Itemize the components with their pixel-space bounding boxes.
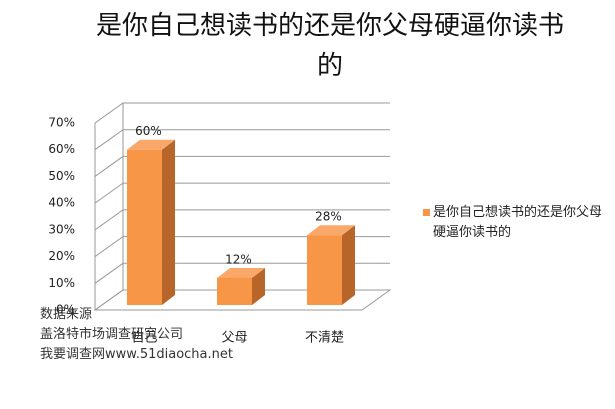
y-tick-label: 70% [48,116,75,130]
y-tick-label: 30% [48,222,75,236]
grid-line [94,209,390,231]
x-tick-label: 自己 [131,331,157,346]
source-note: 盖洛特市场调查研究公司 [40,327,184,342]
y-tick-label: 60% [48,142,75,156]
x-tick-label: 父母 [221,331,247,346]
grid-line [94,182,390,204]
grid-line [94,129,390,151]
source-note: 数据来源 [40,307,93,322]
grid-line [94,236,390,257]
source-note: 我要调查网www.51diaocha.net [40,347,233,362]
legend-label: 是你自己想读书的还是你父母硬逼你读书的 [433,205,603,240]
legend-swatch [423,209,430,216]
grid-line [94,155,390,177]
chart-title: 是你自己想读书的还是你父母硬逼你读书的 [95,11,564,81]
bar-side [252,267,265,305]
bar-top [127,139,175,150]
value-label: 60% [135,124,162,138]
bar [127,149,162,305]
y-tick-label: 10% [48,276,75,290]
bar-side [162,139,175,305]
grid-line [94,289,390,311]
bar [217,277,252,305]
y-tick-label: 50% [48,169,75,183]
bar [307,235,342,305]
x-tick-label: 不清楚 [305,331,344,346]
y-tick-label: 20% [48,249,75,263]
value-label: 12% [225,252,252,266]
bar-top [217,267,265,278]
bar-top [307,225,355,236]
y-tick-label: 40% [48,196,75,210]
bar-side [342,225,355,305]
grid-line [94,102,390,124]
value-label: 28% [315,210,342,224]
y-tick-label: 0% [56,303,75,317]
grid-line [94,262,390,284]
